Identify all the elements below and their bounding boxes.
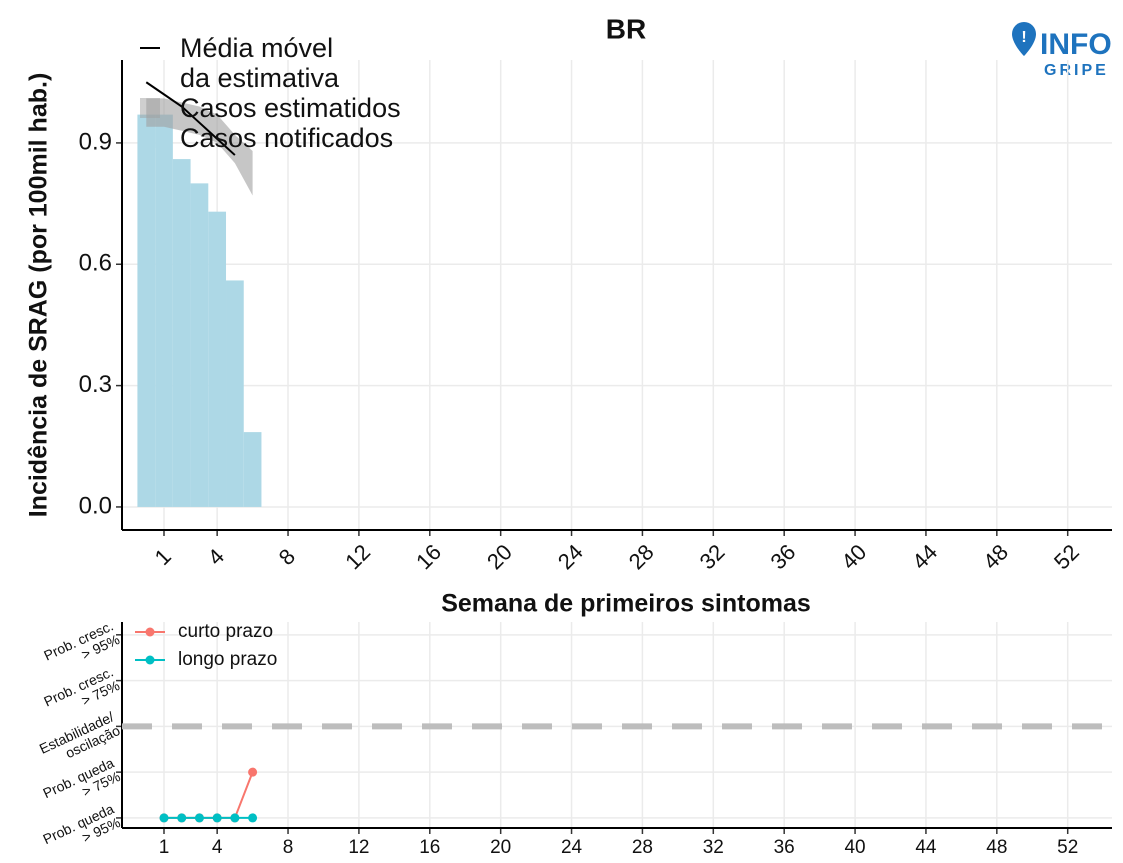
x-tick-label: 32 [695,539,730,574]
y-tick-label: 0.6 [79,250,112,277]
x-tick-label: 4 [203,544,229,570]
series-point [177,813,187,823]
bar [172,159,191,507]
x-tick-label: 20 [482,539,517,574]
x-tick-label: 24 [561,837,583,858]
series-point [194,813,204,823]
x-tick-label: 36 [765,539,800,574]
bar [155,114,173,507]
bar [137,114,156,507]
x-tick-label: 12 [340,539,375,574]
x-tick-label: 40 [844,837,865,858]
x-tick-label: 24 [553,539,588,574]
x-tick-label: 1 [150,544,176,570]
legend-key [145,655,155,665]
x-tick-label: 16 [411,539,446,574]
x-tick-label: 44 [915,837,937,858]
series-point [212,813,222,823]
legend-label: Média móvel da estimativa [180,33,340,93]
legend-label: curto prazo [178,621,273,642]
x-tick-label: 40 [836,539,871,574]
x-tick-label: 28 [624,539,659,574]
x-tick-label: 48 [978,539,1013,574]
x-tick-label: 16 [419,837,440,858]
x-tick-label: 36 [774,837,795,858]
legend-key [140,98,160,118]
legend-key [145,627,155,637]
y-tick-label: 0.0 [79,492,112,519]
x-tick-label: 1 [159,837,170,858]
x-tick-label: 28 [632,837,653,858]
x-tick-label: 48 [986,837,1007,858]
moving-average-line [145,81,236,156]
x-axis-label: Semana de primeiros sintomas [441,590,811,618]
legend-key [140,128,160,148]
legend-label: Casos notificados [180,123,394,153]
bar [226,280,244,507]
y-tick-label: 0.3 [79,371,112,398]
x-tick-label: 44 [907,539,942,574]
chart-title: BR [606,13,646,44]
x-tick-label: 8 [283,837,294,858]
x-tick-label: 4 [212,837,223,858]
series-point [248,767,258,777]
y-tick-label: 0.9 [79,128,112,155]
series-line [163,771,254,819]
x-tick-label: 52 [1057,837,1078,858]
bar [243,432,262,507]
legend-label: Casos estimatidos [180,93,401,123]
logo-subtitle: GRIPE [1044,62,1109,79]
x-tick-label: 52 [1049,539,1084,574]
legend-label: longo prazo [178,649,277,670]
x-tick-label: 32 [703,837,724,858]
logo-title: INFO [1040,28,1112,61]
bar [208,211,227,507]
logo: ! INFO GRIPE [1012,22,1112,79]
logo-pin [1012,22,1036,56]
series-point [159,813,169,823]
x-tick-label: 12 [348,837,369,858]
bar [190,183,209,507]
estimate-band [146,98,253,196]
series-point [230,813,240,823]
y-axis-label: Incidência de SRAG (por 100mil hab.) [25,73,53,518]
x-tick-label: 20 [490,837,511,858]
logo-pin-mark: ! [1021,29,1026,46]
series-point [248,813,258,823]
x-tick-label: 8 [274,544,300,570]
